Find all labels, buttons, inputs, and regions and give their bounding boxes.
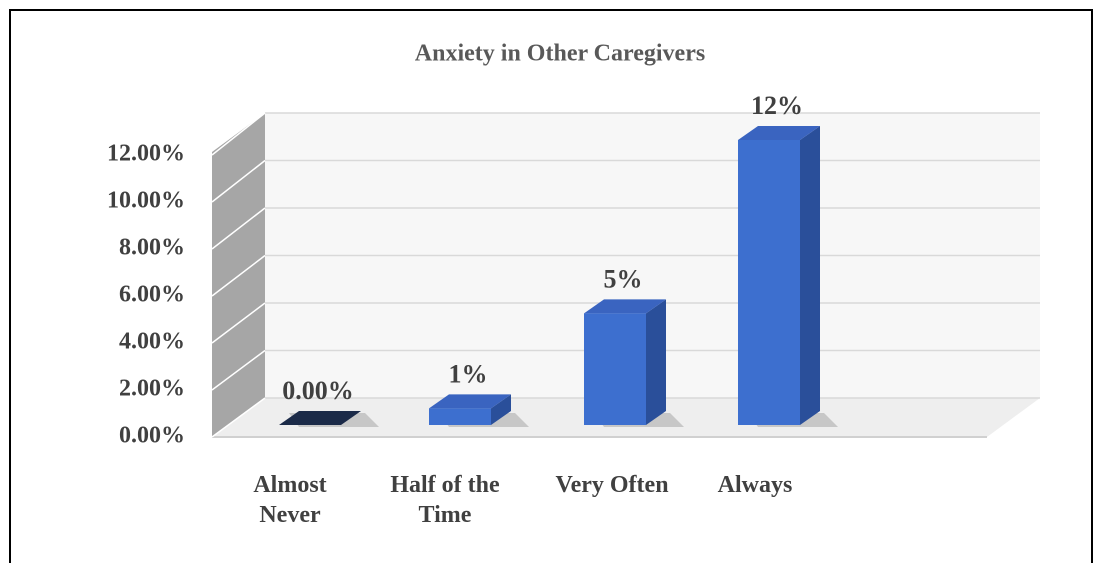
bar-top — [738, 126, 820, 140]
bar-top — [584, 299, 666, 314]
y-tick-label: 8.00% — [119, 235, 185, 261]
chart-title: Anxiety in Other Caregivers — [415, 41, 705, 67]
bar-side — [491, 394, 511, 425]
y-tick-label: 10.00% — [107, 188, 185, 214]
x-tick-label: Half of the Time — [390, 472, 500, 528]
data-label: 1% — [449, 359, 488, 388]
side-grid-line — [211, 112, 266, 156]
bar-front — [738, 140, 800, 425]
bar-top — [279, 411, 361, 425]
y-tick-label: 12.00% — [107, 141, 185, 167]
data-label: 5% — [604, 264, 643, 293]
bar-side — [646, 299, 666, 425]
side-grid-line — [211, 397, 266, 438]
bar-front — [429, 408, 491, 425]
data-label: 0.00% — [282, 376, 354, 405]
side-grid-line — [211, 207, 266, 250]
y-tick-label: 6.00% — [119, 282, 185, 308]
x-tick-label: Almost Never — [253, 472, 327, 528]
x-tick-label: Very Often — [555, 472, 669, 498]
bar-top — [429, 394, 511, 409]
y-tick-label: 2.00% — [119, 376, 185, 402]
bar-front — [584, 313, 646, 425]
frame — [9, 9, 1093, 563]
bar-side — [800, 126, 820, 425]
y-tick-label: 0.00% — [119, 423, 185, 449]
side-grid-line — [211, 349, 266, 391]
x-tick-label: Always — [717, 472, 793, 498]
side-grid-line — [211, 254, 266, 297]
side-grid-line — [211, 159, 266, 203]
data-label: 12% — [751, 91, 803, 120]
y-tick-label: 4.00% — [119, 329, 185, 355]
side-grid-line — [211, 302, 266, 344]
